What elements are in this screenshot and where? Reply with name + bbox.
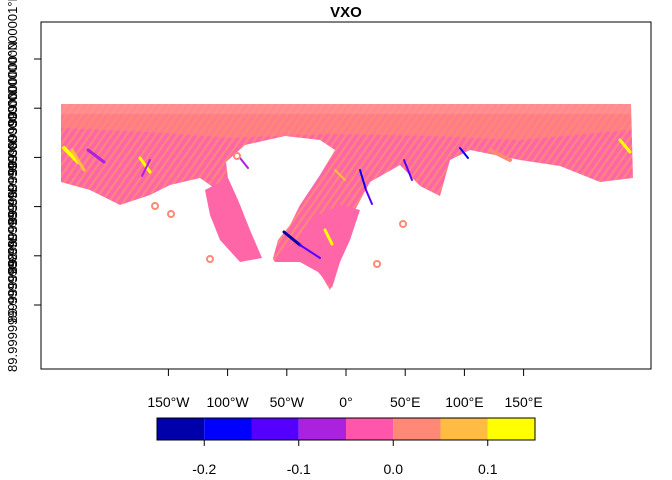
y-tick-label: 89.99999999999998°N [5, 238, 20, 372]
legend-swatch [251, 418, 299, 440]
legend-swatch [157, 418, 205, 440]
y-axis: 89.99999999999998°N89.99999999999999°N89… [5, 0, 41, 372]
y-tick-label: 89.99999999999999°N [5, 189, 20, 323]
legend-swatch [298, 418, 346, 440]
legend-frame [156, 417, 536, 441]
west-lobe [205, 178, 262, 262]
salmon-swath [61, 114, 631, 140]
x-tick-label: 150°E [504, 394, 542, 410]
legend-tick-label: 0.1 [478, 461, 498, 477]
color-streaks [62, 138, 632, 259]
y-tick-label: 89.99999999999999°N [5, 140, 20, 274]
legend-swatch [346, 418, 394, 440]
legend-swatch [393, 418, 441, 440]
upper-edge [61, 104, 631, 114]
x-tick-label: 100°W [207, 394, 250, 410]
x-tick-label: 50°W [270, 394, 305, 410]
legend-swatch [204, 418, 252, 440]
legend-tick-label: 0.0 [384, 461, 404, 477]
color-legend: -0.2 -0.1 0.0 0.1 [156, 417, 536, 477]
map-title: VXO [330, 4, 362, 21]
y-tick-label: 90.00000000000000°N [5, 41, 20, 175]
x-tick-label: 50°E [390, 394, 421, 410]
central-gap [226, 136, 335, 262]
legend-tick-label: -0.2 [192, 461, 216, 477]
legend-tick-label: -0.1 [287, 461, 311, 477]
outlier-points [151, 152, 407, 268]
y-tick-label: 89.99999999999999°N [5, 90, 20, 224]
x-axis: 150°W 100°W 50°W 0° 50°E 100°E 150°E [147, 369, 543, 410]
y-tick-label: 90.00000000000001°N [5, 0, 20, 126]
x-tick-label: 150°W [147, 394, 190, 410]
legend-swatch [440, 418, 488, 440]
x-tick-label: 0° [339, 394, 352, 410]
x-tick-label: 100°E [445, 394, 483, 410]
legend-swatch [487, 418, 535, 440]
data-region [61, 104, 633, 290]
south-lobe [275, 205, 360, 288]
